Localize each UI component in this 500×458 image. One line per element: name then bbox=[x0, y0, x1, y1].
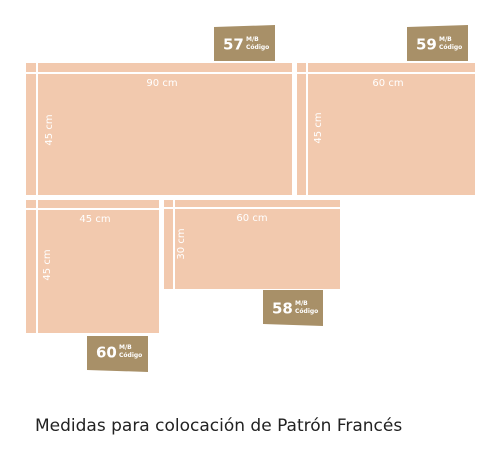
tile-shape bbox=[26, 200, 159, 333]
tile-shape bbox=[297, 63, 475, 195]
badge: 59 M/B Código bbox=[407, 25, 468, 61]
badge-unit: M/B bbox=[295, 300, 308, 307]
badge-unit: M/B bbox=[119, 344, 132, 351]
width-label: 60 cm bbox=[372, 78, 403, 89]
badge-shape bbox=[407, 25, 468, 61]
tile: 45 cm 45 cm bbox=[26, 200, 159, 333]
badge-label: Código bbox=[295, 308, 318, 315]
badge-shape bbox=[214, 25, 275, 61]
badge: 57 M/B Código bbox=[214, 25, 275, 61]
badge-number: 58 bbox=[272, 300, 293, 318]
width-label: 45 cm bbox=[79, 214, 110, 225]
height-label: 45 cm bbox=[313, 112, 324, 143]
height-label: 45 cm bbox=[42, 249, 53, 280]
badge-unit: M/B bbox=[246, 36, 259, 43]
badge-shape bbox=[263, 290, 323, 326]
tile-shape bbox=[164, 200, 340, 289]
badge: 60 M/B Código bbox=[87, 336, 148, 372]
badge-unit: M/B bbox=[439, 36, 452, 43]
badge-label: Código bbox=[119, 352, 142, 359]
width-label: 90 cm bbox=[146, 78, 177, 89]
tile: 90 cm 45 cm bbox=[26, 63, 292, 195]
height-label: 45 cm bbox=[44, 114, 55, 145]
height-label: 30 cm bbox=[176, 228, 187, 259]
tile: 60 cm 45 cm bbox=[297, 63, 475, 195]
badge-label: Código bbox=[439, 44, 462, 51]
width-label: 60 cm bbox=[236, 213, 267, 224]
tile: 60 cm 30 cm bbox=[164, 200, 340, 289]
badge-label: Código bbox=[246, 44, 269, 51]
badge-shape bbox=[87, 336, 148, 372]
tile-shape bbox=[26, 63, 292, 195]
badge-number: 59 bbox=[416, 36, 437, 54]
caption: Medidas para colocación de Patrón Francé… bbox=[35, 416, 402, 436]
badge-number: 57 bbox=[223, 36, 244, 54]
badge-number: 60 bbox=[96, 344, 117, 362]
badge: 58 M/B Código bbox=[263, 290, 323, 326]
